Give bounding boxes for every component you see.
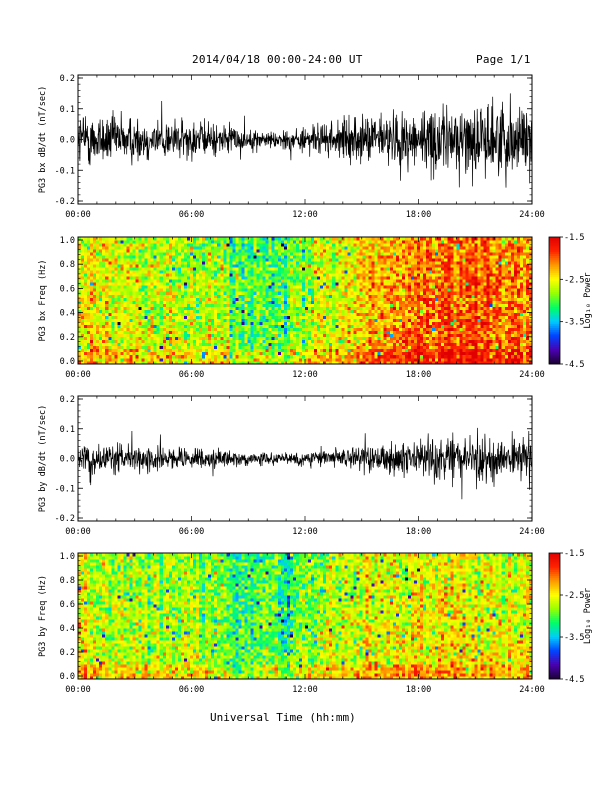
y-tick-label: 0.0 bbox=[60, 136, 75, 146]
y-tick-label: 0.0 bbox=[60, 455, 75, 465]
y-tick-label: -0.1 bbox=[55, 166, 75, 176]
x-tick-label: 24:00 bbox=[519, 210, 545, 220]
page-header: 2014/04/18 00:00-24:00 UT Page 1/1 bbox=[0, 0, 612, 70]
colorbar-4: -1.5 -2.5 -3.5 -4.5 Log₁₀ Power bbox=[548, 549, 593, 685]
y-tick-label: 0.2 bbox=[60, 74, 75, 84]
x-tick-label: 00:00 bbox=[65, 685, 91, 695]
colorbar-tick-label: -4.5 bbox=[564, 360, 584, 370]
y-tick-label: -0.2 bbox=[55, 514, 75, 524]
x-tick-label: 06:00 bbox=[179, 210, 205, 220]
colorbar-label: Log₁₀ Power bbox=[583, 272, 593, 328]
x-tick-label: 18:00 bbox=[406, 685, 432, 695]
colorbar-label: Log₁₀ Power bbox=[583, 588, 593, 644]
date-range-title: 2014/04/18 00:00-24:00 UT bbox=[192, 53, 363, 66]
panel-2: -1.5 -2.5 -3.5 -4.5 Log₁₀ Power 1.0 0.8 0.6 0.4 0… bbox=[38, 233, 593, 380]
x-tick-label: 24:00 bbox=[519, 527, 545, 537]
colorbar-frame-2 bbox=[548, 236, 561, 365]
x-tick-label: 00:00 bbox=[65, 210, 91, 220]
x-tick-label: 18:00 bbox=[406, 210, 432, 220]
y-tick-label: 0.1 bbox=[60, 105, 75, 115]
colorbar-tick-label: -3.5 bbox=[564, 633, 584, 643]
x-tick-label: 06:00 bbox=[179, 527, 205, 537]
y-axis-title: PG3 bx dB/dt (nT/sec) bbox=[38, 86, 48, 193]
y-tick-label: 1.0 bbox=[60, 552, 75, 562]
y-tick-label: 0.0 bbox=[60, 672, 75, 682]
x-axis-title: Universal Time (hh:mm) bbox=[210, 711, 356, 724]
y-axis-title: PG3 by dB/dt (nT/sec) bbox=[38, 405, 48, 512]
y-tick-label: 0.6 bbox=[60, 284, 75, 294]
y-tick-label: 0.0 bbox=[60, 357, 75, 367]
x-tick-label: 12:00 bbox=[292, 370, 318, 380]
y-tick-label: 0.6 bbox=[60, 600, 75, 610]
series-trace-3 bbox=[77, 427, 533, 500]
y-tick-label: 0.2 bbox=[60, 648, 75, 658]
spectrogram-cells-4 bbox=[78, 553, 533, 680]
x-tick-label: 24:00 bbox=[519, 370, 545, 380]
x-tick-label: 12:00 bbox=[292, 685, 318, 695]
y-tick-label: -0.2 bbox=[55, 197, 75, 207]
y-tick-label: 0.8 bbox=[60, 260, 75, 270]
colorbar-tick-label: -1.5 bbox=[564, 549, 584, 559]
page-indicator: Page 1/1 bbox=[476, 53, 531, 66]
y-tick-label: 0.8 bbox=[60, 576, 75, 586]
colorbar-frame-4 bbox=[548, 552, 561, 680]
x-tick-label: 12:00 bbox=[292, 210, 318, 220]
colorbar-tick-label: -1.5 bbox=[564, 233, 584, 243]
colorbar-tick-label: -2.5 bbox=[564, 591, 584, 601]
y-tick-label: 0.4 bbox=[60, 309, 75, 319]
y-tick-label: 0.1 bbox=[60, 425, 75, 435]
x-tick-label: 06:00 bbox=[179, 370, 205, 380]
x-tick-label: 24:00 bbox=[519, 685, 545, 695]
y-tick-label: 0.2 bbox=[60, 333, 75, 343]
panel-3: 0.2 0.1 0.0 -0.1 -0.2 00:00 06:00 12:00 18:00 24:… bbox=[38, 395, 545, 537]
x-tick-label: 06:00 bbox=[179, 685, 205, 695]
panel-4: -1.5 -2.5 -3.5 -4.5 Log₁₀ Power 1.0 0.8 0.6 0.4 0… bbox=[38, 549, 593, 695]
x-tick-label: 00:00 bbox=[65, 527, 91, 537]
y-axis-title: PG3 bx Freq (Hz) bbox=[38, 260, 48, 342]
colorbar-tick-label: -2.5 bbox=[564, 275, 584, 285]
colorbar-tick-label: -4.5 bbox=[564, 675, 584, 685]
colorbar-2: -1.5 -2.5 -3.5 -4.5 Log₁₀ Power bbox=[548, 233, 593, 370]
series-trace-1 bbox=[77, 93, 533, 188]
spectrogram-cells-2 bbox=[78, 237, 533, 365]
y-tick-label: 0.4 bbox=[60, 624, 75, 634]
y-tick-label: 1.0 bbox=[60, 236, 75, 246]
y-axis-title: PG3 by Freq (Hz) bbox=[38, 575, 48, 657]
y-tick-label: -0.1 bbox=[55, 484, 75, 494]
x-tick-label: 00:00 bbox=[65, 370, 91, 380]
x-tick-label: 18:00 bbox=[406, 370, 432, 380]
x-tick-label: 18:00 bbox=[406, 527, 432, 537]
colorbar-tick-label: -3.5 bbox=[564, 318, 584, 328]
x-tick-label: 12:00 bbox=[292, 527, 318, 537]
panel-1: 0.2 0.1 0.0 -0.1 -0.2 00:00 06:00 12:00 18:00 24:… bbox=[38, 74, 545, 220]
y-tick-label: 0.2 bbox=[60, 395, 75, 405]
